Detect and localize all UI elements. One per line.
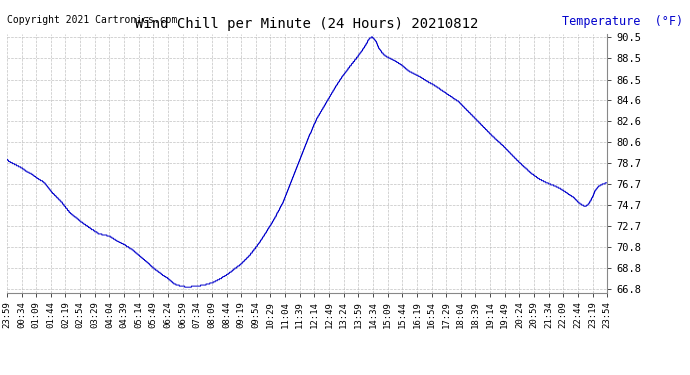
Text: Copyright 2021 Cartronics.com: Copyright 2021 Cartronics.com <box>7 15 177 25</box>
Text: Temperature  (°F): Temperature (°F) <box>562 15 683 28</box>
Title: Wind Chill per Minute (24 Hours) 20210812: Wind Chill per Minute (24 Hours) 2021081… <box>135 17 479 31</box>
